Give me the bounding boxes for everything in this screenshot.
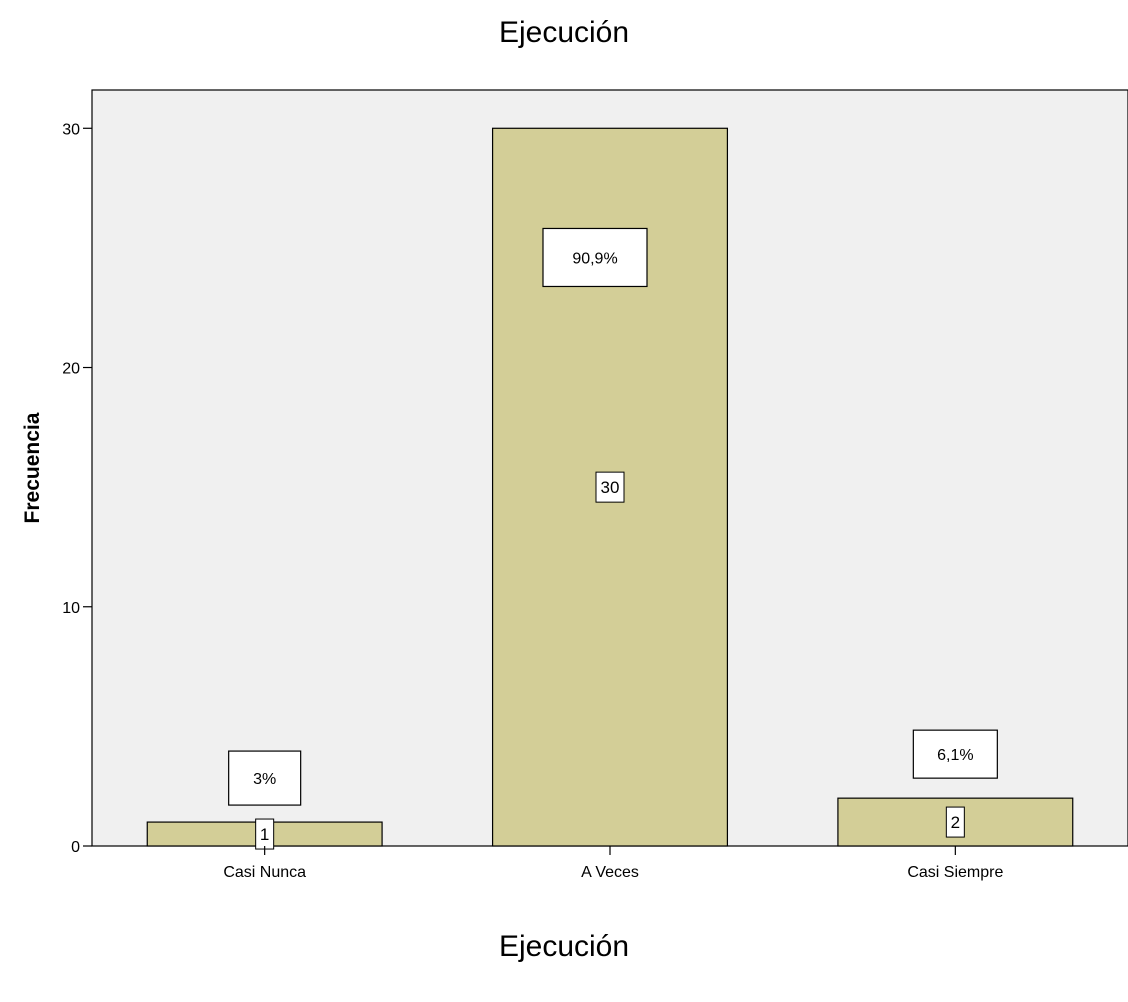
percent-label-box [912,729,998,779]
count-label: 1 [260,825,269,844]
x-tick-label: A Veces [581,864,639,881]
x-axis: Casi Nunca A Veces Casi Siempre [223,846,1003,881]
percent-label-box [542,227,648,288]
x-tick-label: Casi Siempre [907,864,1003,881]
count-label-box [945,806,965,838]
bars-layer: 1 3% 30 90,9% 2 6,1% [146,127,1074,850]
x-axis-label: Ejecución [499,930,629,963]
count-label: 30 [601,478,620,497]
y-axis: 0 10 20 30 [62,121,92,856]
bar [837,797,1074,847]
percent-label: 3% [253,771,276,788]
y-tick-label: 20 [62,361,80,378]
y-axis-label: Frecuencia [21,412,44,523]
x-tick-label: Casi Nunca [223,864,306,881]
count-label-box [595,471,625,503]
percent-label-box [228,750,302,806]
percent-label: 6,1% [937,747,973,764]
y-tick-label: 0 [71,839,80,856]
y-tick-label: 30 [62,121,80,138]
y-tick-label: 10 [62,600,80,617]
count-label: 2 [951,813,960,832]
chart-title: Ejecución [499,16,629,49]
percent-label: 90,9% [572,250,617,267]
